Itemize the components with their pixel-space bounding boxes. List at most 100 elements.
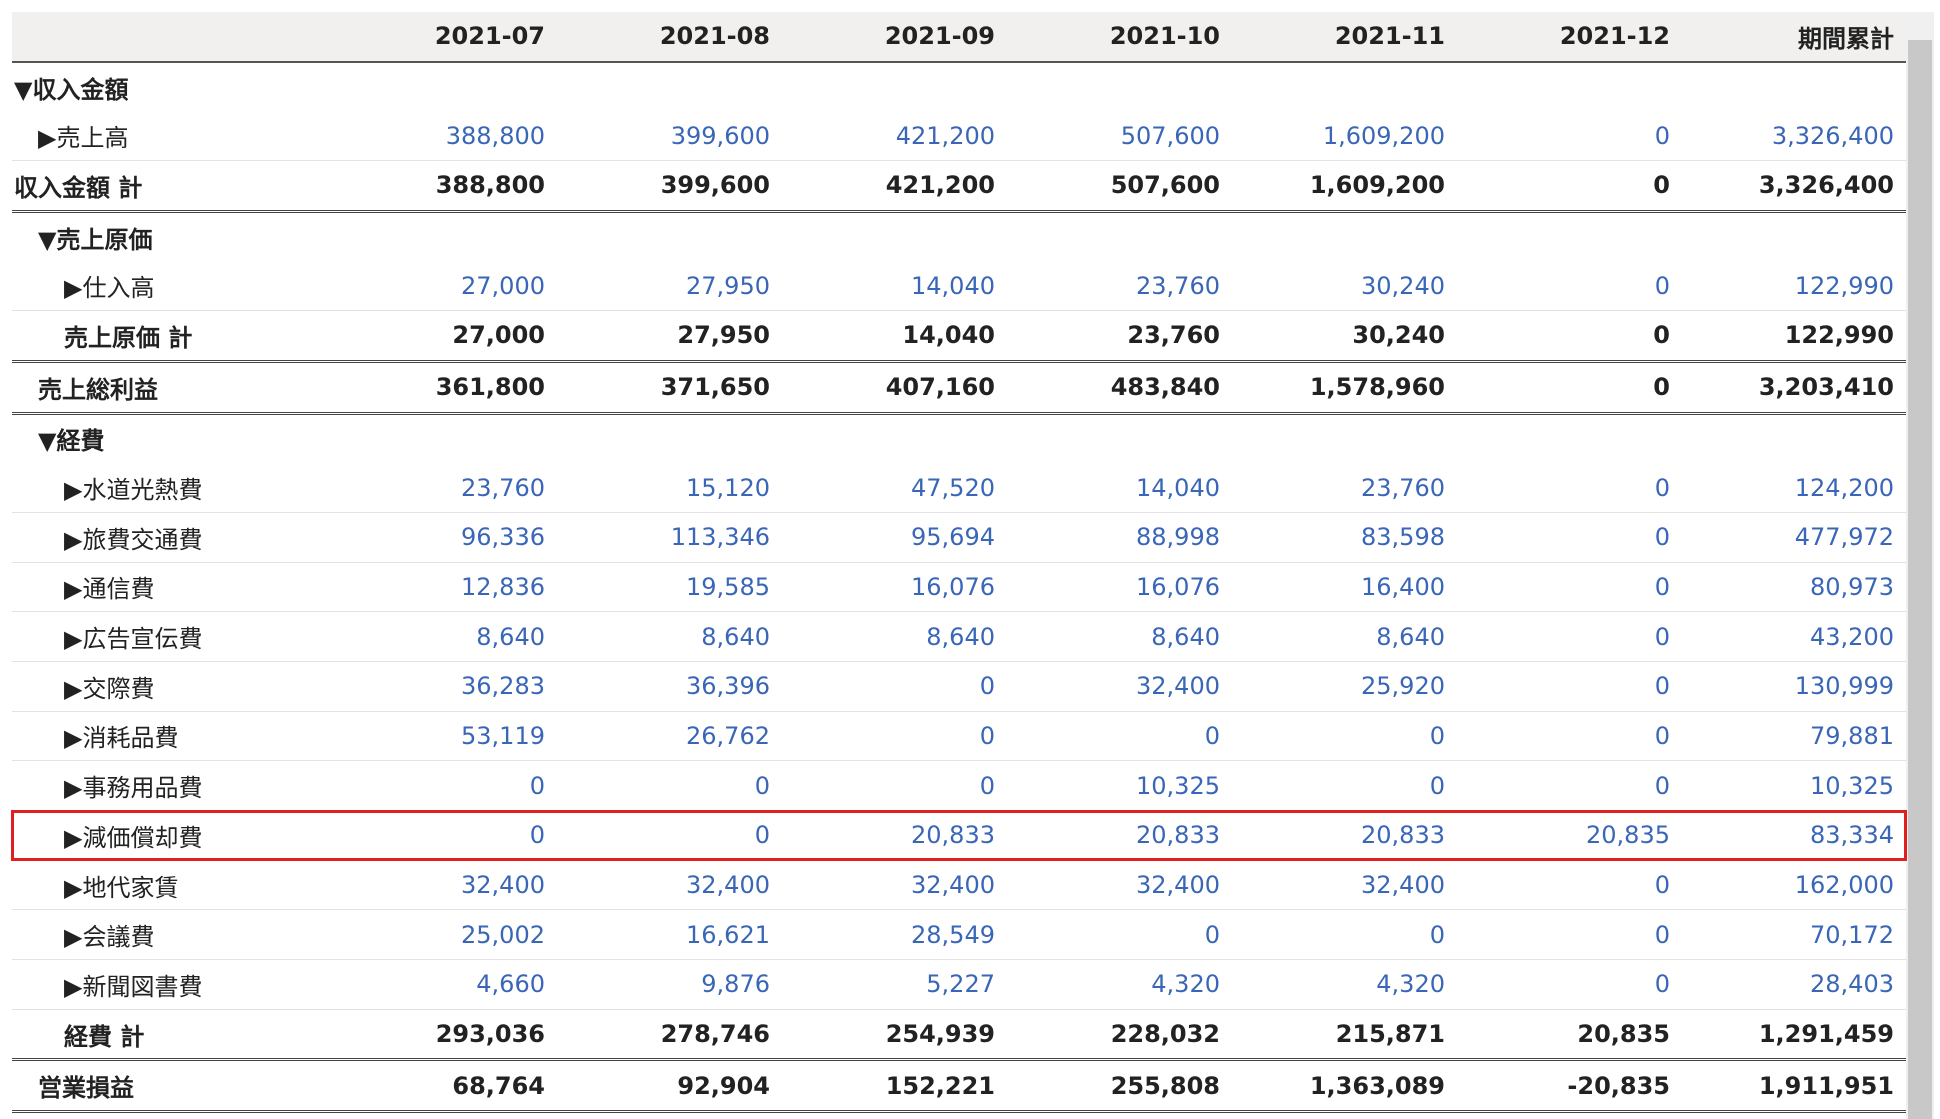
amount-link[interactable]: 0 bbox=[979, 721, 995, 750]
account-expand-label[interactable]: ▶会議費 bbox=[12, 909, 332, 961]
amount-link[interactable]: 4,660 bbox=[476, 970, 545, 999]
amount-link[interactable]: 79,881 bbox=[1810, 721, 1894, 750]
amount-link[interactable]: 32,400 bbox=[1361, 871, 1445, 900]
amount-link[interactable]: 0 bbox=[1654, 523, 1670, 552]
amount-link[interactable]: 23,760 bbox=[1361, 473, 1445, 502]
amount-link[interactable]: 8,640 bbox=[1376, 622, 1445, 651]
amount-link[interactable]: 70,172 bbox=[1810, 920, 1894, 949]
account-expand-label[interactable]: ▶事務用品費 bbox=[12, 760, 332, 811]
amount-link[interactable]: 4,320 bbox=[1151, 970, 1220, 999]
amount-link[interactable]: 95,694 bbox=[911, 523, 995, 552]
account-expand-label[interactable]: ▶通信費 bbox=[12, 562, 332, 613]
amount-link[interactable]: 15,120 bbox=[686, 473, 770, 502]
amount-link[interactable]: 32,400 bbox=[1136, 871, 1220, 900]
table-row[interactable]: ▶会議費 25,002 16,621 28,549 0 0 0 70,172 bbox=[12, 909, 1906, 961]
table-row[interactable]: ▶旅費交通費 96,336 113,346 95,694 88,998 83,598 0 47… bbox=[12, 512, 1906, 563]
amount-link[interactable]: 16,400 bbox=[1361, 572, 1445, 601]
amount-link[interactable]: 20,835 bbox=[1586, 821, 1670, 850]
section-toggle-label[interactable]: ▼経費 bbox=[38, 427, 105, 456]
amount-link[interactable]: 124,200 bbox=[1794, 473, 1894, 502]
amount-link[interactable]: 0 bbox=[979, 672, 995, 701]
amount-link[interactable]: 28,403 bbox=[1810, 970, 1894, 999]
account-expand-label[interactable]: ▶交際費 bbox=[12, 661, 332, 712]
amount-link[interactable]: 0 bbox=[529, 771, 545, 800]
amount-link[interactable]: 421,200 bbox=[895, 121, 995, 150]
amount-link[interactable]: 0 bbox=[1429, 771, 1445, 800]
amount-link[interactable]: 0 bbox=[1654, 672, 1670, 701]
amount-link[interactable]: 0 bbox=[529, 821, 545, 850]
amount-link[interactable]: 23,760 bbox=[461, 473, 545, 502]
section-toggle-label[interactable]: ▼収入金額 bbox=[14, 75, 129, 104]
account-expand-label[interactable]: ▶広告宣伝費 bbox=[12, 611, 332, 662]
account-expand-label[interactable]: ▶水道光熱費 bbox=[12, 463, 332, 513]
amount-link[interactable]: 19,585 bbox=[686, 572, 770, 601]
amount-link[interactable]: 20,833 bbox=[1361, 821, 1445, 850]
amount-link[interactable]: 0 bbox=[1654, 970, 1670, 999]
amount-link[interactable]: 0 bbox=[1429, 721, 1445, 750]
table-row[interactable]: ▶消耗品費 53,119 26,762 0 0 0 0 79,881 bbox=[12, 711, 1906, 762]
section-row[interactable]: ▼売上原価 bbox=[12, 211, 1906, 261]
amount-link[interactable]: 83,334 bbox=[1810, 821, 1894, 850]
amount-link[interactable]: 0 bbox=[1204, 721, 1220, 750]
amount-link[interactable]: 0 bbox=[754, 771, 770, 800]
amount-link[interactable]: 14,040 bbox=[1136, 473, 1220, 502]
amount-link[interactable]: 25,920 bbox=[1361, 672, 1445, 701]
section-row[interactable]: ▼収入金額 bbox=[12, 62, 1906, 112]
amount-link[interactable]: 0 bbox=[1654, 721, 1670, 750]
account-expand-label[interactable]: ▶減価償却費 bbox=[12, 810, 332, 861]
amount-link[interactable]: 0 bbox=[1429, 920, 1445, 949]
amount-link[interactable]: 9,876 bbox=[701, 970, 770, 999]
amount-link[interactable]: 80,973 bbox=[1810, 572, 1894, 601]
amount-link[interactable]: 0 bbox=[1654, 771, 1670, 800]
account-expand-label[interactable]: ▶消耗品費 bbox=[12, 711, 332, 762]
amount-link[interactable]: 32,400 bbox=[461, 871, 545, 900]
amount-link[interactable]: 20,833 bbox=[911, 821, 995, 850]
amount-link[interactable]: 130,999 bbox=[1794, 672, 1894, 701]
amount-link[interactable]: 162,000 bbox=[1794, 871, 1894, 900]
amount-link[interactable]: 113,346 bbox=[670, 523, 770, 552]
amount-link[interactable]: 27,950 bbox=[686, 271, 770, 300]
amount-link[interactable]: 388,800 bbox=[445, 121, 545, 150]
amount-link[interactable]: 4,320 bbox=[1376, 970, 1445, 999]
amount-link[interactable]: 20,833 bbox=[1136, 821, 1220, 850]
amount-link[interactable]: 0 bbox=[1654, 473, 1670, 502]
amount-link[interactable]: 30,240 bbox=[1361, 271, 1445, 300]
amount-link[interactable]: 16,076 bbox=[911, 572, 995, 601]
amount-link[interactable]: 8,640 bbox=[926, 622, 995, 651]
section-row[interactable]: ▼経費 bbox=[12, 413, 1906, 463]
account-expand-label[interactable]: ▶仕入高 bbox=[12, 261, 332, 312]
amount-link[interactable]: 5,227 bbox=[926, 970, 995, 999]
amount-link[interactable]: 14,040 bbox=[911, 271, 995, 300]
amount-link[interactable]: 83,598 bbox=[1361, 523, 1445, 552]
account-expand-label[interactable]: ▶旅費交通費 bbox=[12, 512, 332, 563]
amount-link[interactable]: 32,400 bbox=[911, 871, 995, 900]
amount-link[interactable]: 1,609,200 bbox=[1322, 121, 1445, 150]
amount-link[interactable]: 507,600 bbox=[1120, 121, 1220, 150]
table-row[interactable]: ▶事務用品費 0 0 0 10,325 0 0 10,325 bbox=[12, 760, 1906, 811]
amount-link[interactable]: 0 bbox=[1654, 572, 1670, 601]
amount-link[interactable]: 32,400 bbox=[1136, 672, 1220, 701]
amount-link[interactable]: 12,836 bbox=[461, 572, 545, 601]
amount-link[interactable]: 25,002 bbox=[461, 920, 545, 949]
table-row-highlighted[interactable]: ▶減価償却費 0 0 20,833 20,833 20,833 20,835 83,334 bbox=[11, 809, 1907, 862]
amount-link[interactable]: 32,400 bbox=[686, 871, 770, 900]
section-toggle-label[interactable]: ▼売上原価 bbox=[38, 225, 153, 254]
amount-link[interactable]: 0 bbox=[754, 821, 770, 850]
amount-link[interactable]: 8,640 bbox=[701, 622, 770, 651]
amount-link[interactable]: 96,336 bbox=[461, 523, 545, 552]
amount-link[interactable]: 0 bbox=[979, 771, 995, 800]
amount-link[interactable]: 3,326,400 bbox=[1771, 121, 1894, 150]
amount-link[interactable]: 477,972 bbox=[1794, 523, 1894, 552]
amount-link[interactable]: 0 bbox=[1654, 271, 1670, 300]
table-row[interactable]: ▶地代家賃 32,400 32,400 32,400 32,400 32,400 0 162,… bbox=[12, 860, 1906, 911]
amount-link[interactable]: 0 bbox=[1204, 920, 1220, 949]
amount-link[interactable]: 27,000 bbox=[461, 271, 545, 300]
amount-link[interactable]: 122,990 bbox=[1794, 271, 1894, 300]
table-row[interactable]: ▶新聞図書費 4,660 9,876 5,227 4,320 4,320 0 28,403 bbox=[12, 959, 1906, 1010]
vertical-scrollbar-thumb[interactable] bbox=[1908, 40, 1932, 1119]
amount-link[interactable]: 36,283 bbox=[461, 672, 545, 701]
table-row[interactable]: ▶仕入高 27,000 27,950 14,040 23,760 30,240 0 122,9… bbox=[12, 261, 1906, 312]
amount-link[interactable]: 26,762 bbox=[686, 721, 770, 750]
table-row[interactable]: ▶売上高 388,800 399,600 421,200 507,600 1,609,20… bbox=[12, 111, 1906, 162]
amount-link[interactable]: 0 bbox=[1654, 121, 1670, 150]
